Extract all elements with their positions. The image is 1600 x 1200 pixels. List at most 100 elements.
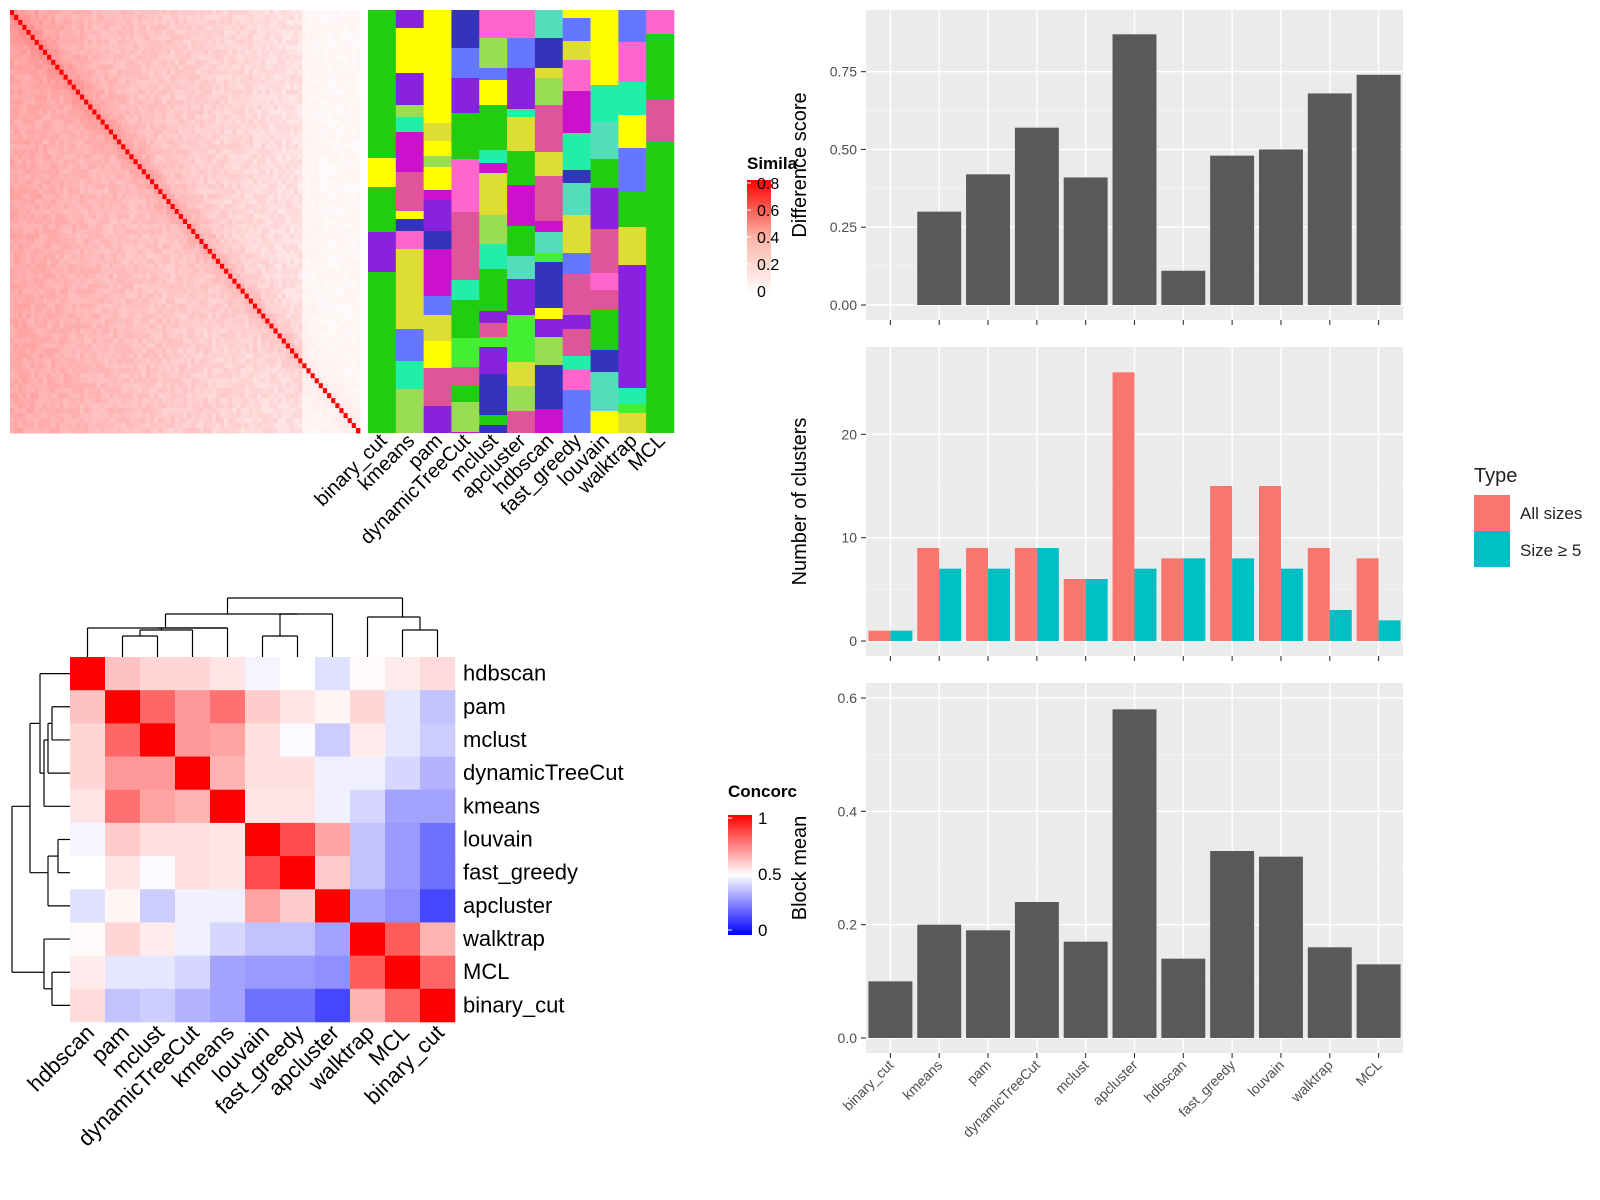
similarity-cell — [232, 278, 237, 285]
similarity-cell — [224, 273, 229, 280]
similarity-cell — [203, 258, 209, 265]
similarity-cell — [141, 149, 147, 155]
similarity-cell — [75, 189, 81, 195]
similarity-cell — [281, 10, 287, 16]
similarity-cell — [137, 74, 143, 81]
similarity-cell — [154, 129, 159, 135]
similarity-cell — [327, 223, 332, 230]
similarity-cell — [351, 233, 357, 240]
similarity-cell — [211, 219, 217, 225]
similarity-cell — [327, 273, 332, 280]
similarity-cell — [55, 134, 60, 140]
similarity-cell — [92, 283, 97, 290]
similarity-cell — [265, 248, 270, 255]
similarity-cell — [302, 79, 307, 86]
similarity-cell — [150, 49, 155, 56]
similarity-cell — [38, 199, 44, 205]
similarity-cell — [203, 104, 209, 110]
similarity-cell — [351, 204, 357, 210]
similarity-cell — [71, 139, 77, 145]
similarity-cell — [211, 238, 217, 245]
similarity-cell — [112, 29, 118, 36]
similarity-cell — [14, 293, 19, 300]
similarity-cell — [327, 174, 332, 180]
similarity-cell — [318, 74, 324, 81]
similarity-cell — [162, 233, 167, 240]
similarity-cell — [88, 194, 93, 200]
similarity-cell — [347, 39, 353, 46]
similarity-cell — [322, 243, 328, 250]
similarity-cell — [129, 214, 134, 220]
similarity-cell — [290, 283, 295, 290]
similarity-cell — [285, 129, 291, 135]
similarity-cell — [244, 248, 250, 255]
similarity-cell — [277, 79, 283, 86]
similarity-cell — [343, 164, 349, 170]
similarity-cell — [211, 298, 217, 305]
similarity-cell — [18, 64, 23, 71]
similarity-cell — [67, 298, 73, 305]
similarity-cell — [257, 129, 262, 135]
similarity-cell — [265, 263, 270, 270]
similarity-cell — [51, 104, 56, 110]
similarity-cell — [158, 69, 163, 76]
similarity-cell — [236, 209, 241, 215]
similarity-cell — [355, 268, 361, 275]
similarity-cell — [59, 253, 64, 260]
similarity-cell — [63, 89, 69, 95]
similarity-cell — [141, 253, 147, 260]
similarity-cell — [51, 209, 56, 215]
similarity-cell — [261, 109, 266, 115]
similarity-cell — [195, 174, 200, 180]
similarity-cell — [88, 209, 93, 215]
similarity-cell — [26, 263, 31, 270]
similarity-cell — [26, 24, 31, 31]
similarity-cell — [265, 129, 270, 135]
similarity-cell — [335, 174, 340, 180]
similarity-cell — [207, 194, 213, 200]
similarity-cell — [207, 134, 213, 140]
similarity-cell — [265, 228, 270, 235]
similarity-cell — [261, 283, 266, 290]
similarity-cell — [117, 268, 122, 275]
similarity-cell — [141, 209, 147, 215]
similarity-cell — [71, 184, 77, 190]
similarity-cell — [10, 283, 15, 290]
similarity-cell — [137, 258, 143, 265]
similarity-cell — [215, 139, 221, 145]
similarity-cell — [195, 293, 200, 300]
similarity-cell — [96, 144, 101, 150]
similarity-cell — [137, 49, 143, 56]
similarity-cell — [63, 298, 69, 305]
similarity-cell — [240, 59, 246, 66]
similarity-cell — [269, 238, 274, 245]
similarity-cell — [187, 174, 192, 180]
similarity-cell — [174, 134, 180, 140]
similarity-cell — [257, 94, 262, 100]
similarity-cell — [232, 94, 237, 100]
similarity-cell — [75, 258, 81, 265]
similarity-cell — [215, 258, 221, 265]
similarity-cell — [228, 298, 233, 305]
similarity-cell — [30, 273, 36, 280]
similarity-cell — [18, 19, 23, 26]
similarity-cell — [55, 204, 60, 210]
similarity-cell — [75, 238, 81, 245]
similarity-cell — [290, 44, 295, 51]
similarity-cell — [51, 164, 56, 170]
similarity-cell — [42, 134, 48, 140]
similarity-cell — [22, 154, 27, 160]
similarity-cell — [322, 94, 328, 100]
similarity-cell — [75, 228, 81, 235]
similarity-cell — [355, 154, 361, 160]
similarity-cell — [232, 119, 237, 125]
similarity-cell — [248, 154, 254, 160]
similarity-cell — [150, 243, 155, 250]
similarity-cell — [224, 84, 229, 91]
similarity-cell — [34, 293, 40, 300]
similarity-cell — [182, 194, 188, 200]
similarity-cell — [34, 273, 40, 280]
similarity-cell — [187, 268, 192, 275]
similarity-cell — [310, 114, 316, 120]
similarity-cell — [281, 94, 287, 100]
